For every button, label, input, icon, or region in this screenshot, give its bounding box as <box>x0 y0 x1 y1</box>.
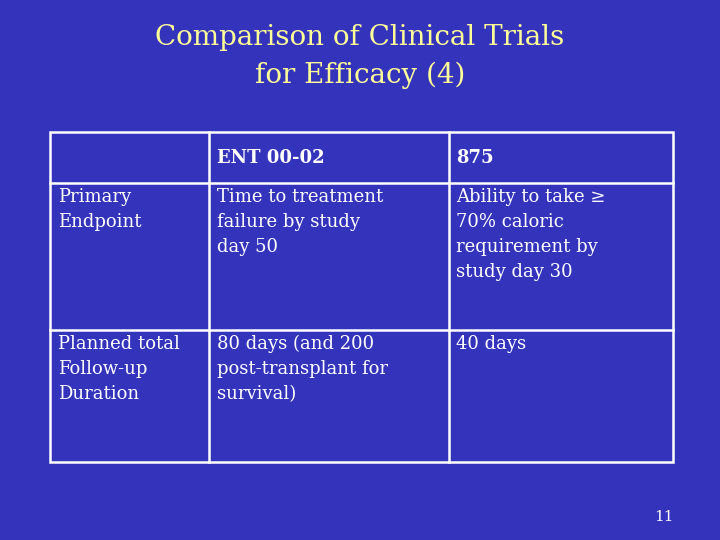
Text: ENT 00-02: ENT 00-02 <box>217 149 324 167</box>
Text: Comparison of Clinical Trials
for Efficacy (4): Comparison of Clinical Trials for Effica… <box>156 24 564 89</box>
Text: Time to treatment
failure by study
day 50: Time to treatment failure by study day 5… <box>217 188 383 256</box>
Text: 875: 875 <box>456 149 494 167</box>
Text: 80 days (and 200
post-transplant for
survival): 80 days (and 200 post-transplant for sur… <box>217 335 387 403</box>
Text: 11: 11 <box>654 510 673 524</box>
Bar <box>50 132 673 462</box>
Text: 40 days: 40 days <box>456 335 526 353</box>
Text: Planned total
Follow-up
Duration: Planned total Follow-up Duration <box>58 335 180 403</box>
Text: Primary
Endpoint: Primary Endpoint <box>58 188 141 231</box>
Text: Ability to take ≥
70% caloric
requirement by
study day 30: Ability to take ≥ 70% caloric requiremen… <box>456 188 606 281</box>
